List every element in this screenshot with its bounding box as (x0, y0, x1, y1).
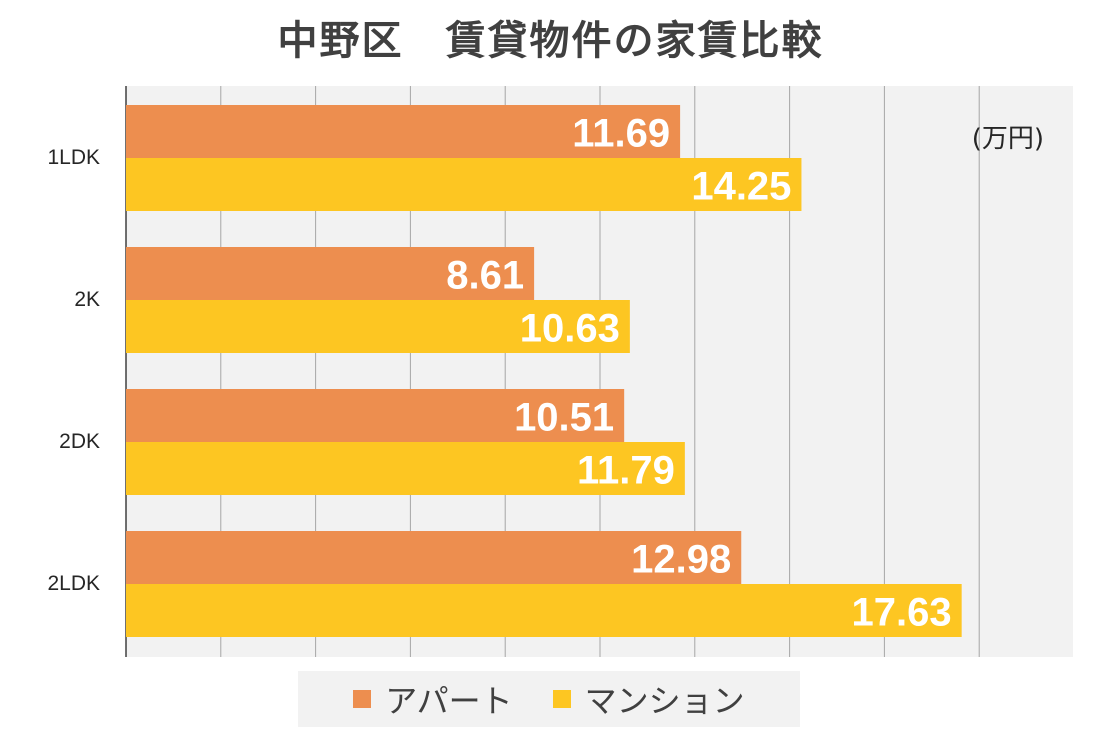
bar-2LDK-1 (126, 584, 962, 637)
legend-label-mansion: マンション (584, 682, 745, 720)
bar-2DK-1 (126, 442, 685, 495)
data-label: 11.79 (577, 449, 675, 493)
data-label: 8.61 (446, 254, 524, 298)
category-label: 2K (74, 288, 100, 311)
bar-1LDK-0 (126, 105, 681, 158)
category-label: 1LDK (47, 146, 100, 169)
bar-2DK-0 (126, 389, 625, 442)
data-label: 10.63 (520, 307, 620, 351)
data-label: 10.51 (514, 396, 614, 440)
data-label: 11.69 (572, 112, 670, 156)
category-label: 2DK (59, 430, 100, 453)
legend-item-apartment: アパート (353, 676, 513, 722)
data-label: 12.98 (631, 538, 731, 582)
data-label: 14.25 (691, 165, 791, 209)
legend-item-mansion: マンション (552, 676, 745, 722)
bar-2LDK-0 (126, 531, 742, 584)
category-label: 2LDK (47, 572, 100, 595)
legend-swatch-apartment (353, 690, 372, 708)
data-label: 17.63 (852, 591, 952, 635)
unit-label: (万円) (972, 124, 1044, 154)
legend-swatch-mansion (552, 690, 571, 708)
bar-2K-1 (126, 300, 630, 353)
chart-title: 中野区 賃貸物件の家賃比較 (277, 18, 824, 64)
bar-2K-0 (126, 247, 535, 300)
legend-label-apartment: アパート (385, 682, 513, 720)
chart-legend: アパート マンション (298, 671, 800, 727)
bar-1LDK-1 (126, 158, 802, 211)
